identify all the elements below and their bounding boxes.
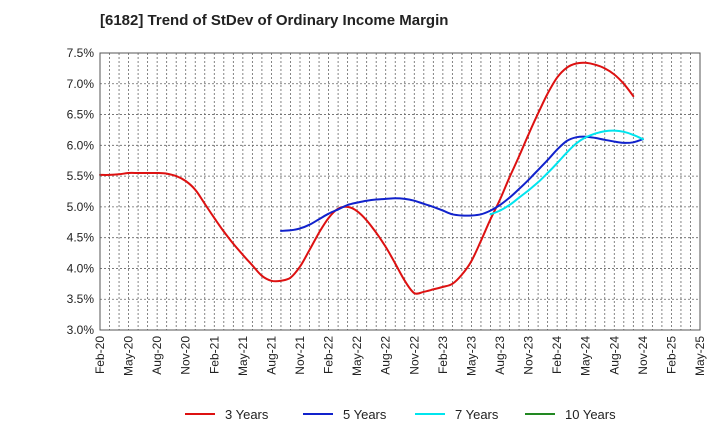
y-tick-label: 6.0% [67, 138, 95, 152]
x-tick-label: Nov-20 [179, 336, 193, 375]
y-tick-label: 4.5% [67, 231, 95, 245]
series-lines [99, 61, 644, 295]
x-tick-label: Aug-23 [493, 336, 507, 375]
y-axis-tick-labels: 3.0% 3.5% 4.0% 4.5% 5.0% 5.5% 6.0% 6.5% 7.0% 7.5% [67, 46, 95, 337]
legend-label-3-years: 3 Years [225, 407, 269, 422]
x-tick-label: May-25 [693, 336, 707, 376]
x-tick-label: Aug-21 [264, 336, 278, 375]
chart-title: [6182] Trend of StDev of Ordinary Income… [100, 12, 449, 29]
x-tick-label: Feb-24 [550, 336, 564, 374]
x-tick-label: Nov-22 [407, 336, 421, 375]
x-tick-label: Nov-23 [522, 336, 536, 375]
series-line-7-years [489, 129, 644, 216]
x-tick-label: May-22 [350, 336, 364, 376]
x-tick-label: Aug-24 [607, 336, 621, 375]
y-tick-label: 7.5% [67, 46, 95, 60]
x-tick-label: Aug-22 [379, 336, 393, 375]
x-tick-label: May-24 [579, 336, 593, 376]
x-tick-label: Feb-25 [664, 336, 678, 374]
x-tick-label: May-23 [464, 336, 478, 376]
legend: 3 Years 5 Years 7 Years 10 Years [185, 407, 616, 422]
x-tick-label: Aug-20 [150, 336, 164, 375]
x-tick-label: Feb-20 [93, 336, 107, 374]
legend-label-7-years: 7 Years [455, 407, 499, 422]
legend-label-5-years: 5 Years [343, 407, 387, 422]
x-tick-label: Feb-22 [322, 336, 336, 374]
plot-area-frame [99, 52, 701, 331]
y-tick-label: 3.5% [67, 292, 95, 306]
grid-lines [99, 52, 701, 331]
series-line-5-years [280, 135, 644, 232]
x-tick-label: Nov-21 [293, 336, 307, 375]
x-tick-label: May-21 [236, 336, 250, 376]
x-axis-tick-labels: Feb-20 May-20 Aug-20 Nov-20 Feb-21 May-21 Aug-… [93, 336, 707, 376]
series-line-3-years [99, 61, 635, 295]
y-tick-label: 6.5% [67, 108, 95, 122]
x-tick-label: Feb-21 [207, 336, 221, 374]
y-tick-label: 5.0% [67, 200, 95, 214]
y-tick-label: 3.0% [67, 323, 95, 337]
y-tick-label: 4.0% [67, 261, 95, 275]
x-tick-label: May-20 [122, 336, 136, 376]
x-tick-label: Nov-24 [636, 336, 650, 375]
y-tick-label: 7.0% [67, 77, 95, 91]
legend-label-10-years: 10 Years [565, 407, 616, 422]
y-tick-label: 5.5% [67, 169, 95, 183]
x-tick-label: Feb-23 [436, 336, 450, 374]
